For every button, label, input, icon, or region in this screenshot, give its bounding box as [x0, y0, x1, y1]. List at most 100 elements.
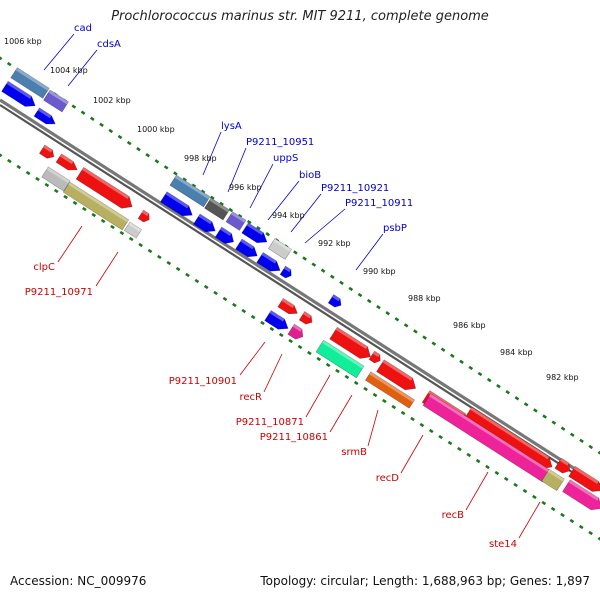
gene-arrow	[277, 297, 298, 315]
gene-label: P9211_10911	[345, 198, 413, 209]
label-leader-line	[263, 353, 283, 393]
tick-label: 984 kbp	[500, 348, 533, 357]
label-leader-line	[304, 208, 346, 244]
label-leaders	[43, 33, 541, 539]
gene-arrow	[368, 350, 381, 364]
gene-label: P9211_10901	[169, 376, 237, 387]
tick-label: 1004 kbp	[50, 66, 88, 75]
cad-bar	[10, 67, 50, 99]
label-leader-line	[95, 251, 119, 287]
label-leader-line	[202, 131, 222, 176]
gene-arrow	[279, 265, 292, 279]
gene-label: uppS	[273, 153, 298, 164]
gene-label: P9211_10921	[321, 183, 389, 194]
tick-label: 990 kbp	[363, 267, 396, 276]
gene-bar	[41, 166, 71, 192]
tick-row-upper	[0, 56, 600, 455]
label-leader-line	[355, 233, 384, 271]
gene-features	[1, 67, 600, 511]
label-leader-line	[43, 33, 75, 71]
gene-bar	[123, 221, 143, 239]
tick-row-lower	[0, 153, 600, 541]
gene-arrow	[264, 310, 289, 330]
gene-arrow	[214, 226, 234, 244]
gene-arrow	[287, 323, 304, 340]
gene-label: bioB	[299, 170, 321, 181]
tick-label: 1002 kbp	[93, 96, 131, 105]
label-leader-line	[329, 394, 353, 433]
gene-label: recD	[376, 473, 400, 484]
gene-arrow	[422, 393, 554, 483]
figure-title: Prochlorococcus marinus str. MIT 9211, c…	[111, 9, 489, 24]
label-leader-line	[367, 409, 379, 447]
label-leader-line	[305, 374, 331, 418]
gene-arrow	[1, 80, 36, 107]
gene-label: P9211_10861	[260, 432, 328, 443]
gene-arrow	[562, 479, 600, 511]
label-leader-line	[57, 225, 83, 263]
label-leader-line	[290, 193, 322, 233]
gene-label: cad	[74, 23, 92, 34]
tick-label: 996 kbp	[229, 183, 262, 192]
gene-bar	[541, 468, 565, 492]
label-leader-line	[518, 501, 541, 539]
gene-label: ste14	[489, 539, 517, 550]
gene-arrow	[329, 326, 371, 359]
gene-label: recB	[442, 510, 465, 521]
tick-label: 982 kbp	[546, 373, 579, 382]
gene-bar	[204, 197, 230, 221]
lysA-bar	[169, 174, 211, 208]
gene-label: lysA	[221, 121, 242, 132]
gene-label: P9211_10871	[236, 417, 304, 428]
gene-label: P9211_10951	[246, 137, 314, 148]
gene-arrow	[241, 222, 268, 244]
gene-arrow	[554, 457, 571, 474]
tick-labels: 1006 kbp 1004 kbp 1002 kbp 1000 kbp 998 kbp 9…	[4, 37, 579, 382]
gene-arrow	[298, 311, 313, 325]
gene-arrow	[327, 294, 342, 308]
gene-label: psbP	[383, 223, 407, 234]
gene-arrow	[376, 359, 417, 391]
backbone-line-outer	[0, 98, 600, 487]
label-leader-line	[227, 147, 247, 193]
gene-label: cdsA	[97, 39, 121, 50]
gene-bar	[267, 238, 293, 260]
label-leader-line	[400, 434, 424, 474]
tick-label: 1006 kbp	[4, 37, 42, 46]
accession-text: Accession: NC_009976	[10, 574, 147, 588]
gene-label: clpC	[33, 262, 55, 273]
gene-arrow	[75, 166, 133, 209]
label-leader-line	[267, 180, 300, 221]
gene-bar	[364, 371, 416, 409]
label-leader-line	[249, 163, 274, 209]
gene-arrow	[38, 144, 55, 159]
tick-label: 986 kbp	[453, 321, 486, 330]
cdsA-bar	[43, 89, 69, 113]
label-leader-line	[239, 341, 266, 376]
gene-bar	[225, 211, 247, 231]
topology-text: Topology: circular; Length: 1,688,963 bp…	[260, 574, 590, 588]
tick-dots	[0, 56, 600, 541]
gene-arrow	[235, 238, 258, 258]
tick-label: 994 kbp	[272, 211, 305, 220]
tick-label: 998 kbp	[184, 154, 217, 163]
gene-arrow	[55, 153, 78, 171]
gene-bar	[62, 181, 130, 231]
gene-arrow	[193, 213, 216, 233]
gene-arrow	[137, 209, 150, 223]
tick-label: 988 kbp	[408, 294, 441, 303]
gene-arrow	[568, 465, 600, 492]
tick-label: 992 kbp	[318, 239, 351, 248]
gene-label: P9211_10971	[25, 287, 93, 298]
gene-arrow	[33, 107, 56, 125]
gene-label: recR	[240, 392, 263, 403]
label-leader-line	[67, 49, 98, 87]
tick-label: 1000 kbp	[137, 125, 175, 134]
gene-arrow	[160, 191, 193, 217]
gene-bar	[315, 339, 365, 379]
gene-label: srmB	[341, 447, 367, 458]
gene-arrow	[256, 252, 281, 272]
